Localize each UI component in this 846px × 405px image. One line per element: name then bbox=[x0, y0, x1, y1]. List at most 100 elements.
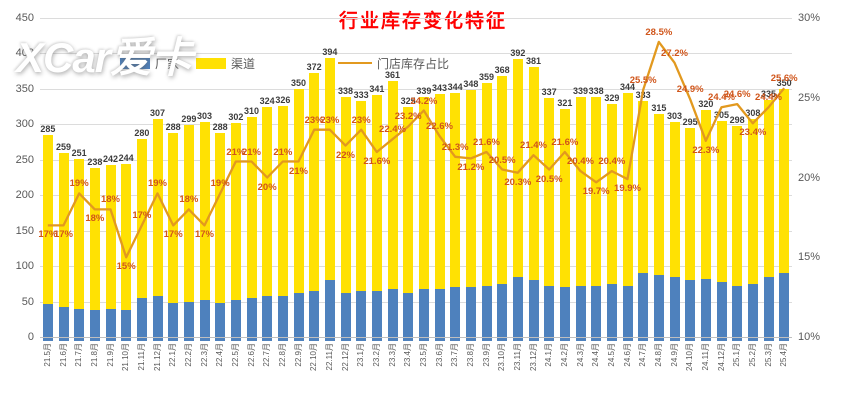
bar-segment-channel bbox=[575, 96, 586, 286]
bar-segment-manufacturer bbox=[700, 278, 711, 337]
bar-segment-channel bbox=[779, 88, 790, 274]
gridline bbox=[40, 195, 792, 197]
bar-segment-channel bbox=[763, 99, 774, 277]
bar-total-label: 359 bbox=[478, 71, 495, 82]
x-axis-tick bbox=[418, 338, 429, 341]
x-axis-tick bbox=[779, 338, 790, 341]
line-point-label: 25.6% bbox=[770, 73, 798, 85]
bar-total-label: 333 bbox=[353, 89, 369, 100]
x-axis-tick bbox=[356, 338, 367, 341]
x-axis-tick bbox=[262, 338, 273, 341]
bar-segment-manufacturer bbox=[669, 276, 680, 337]
y-axis-right-label: 15% bbox=[798, 251, 821, 264]
bar-segment-channel bbox=[622, 93, 633, 286]
line-point-label: 22% bbox=[335, 149, 355, 161]
x-axis-tick bbox=[732, 338, 743, 341]
x-axis-tick bbox=[340, 338, 351, 341]
bar-segment-manufacturer bbox=[121, 310, 132, 337]
bar-segment-manufacturer bbox=[622, 285, 633, 337]
bar-segment-channel bbox=[497, 76, 508, 284]
gridline bbox=[40, 266, 792, 268]
bar-segment-channel bbox=[747, 118, 758, 284]
bar-total-label: 392 bbox=[510, 48, 526, 59]
bar-segment-manufacturer bbox=[450, 287, 461, 337]
x-axis-tick bbox=[716, 338, 727, 341]
line-point-label: 19.7% bbox=[582, 186, 610, 198]
bar-total-label: 394 bbox=[322, 46, 338, 57]
line-point-label: 24.2% bbox=[410, 95, 438, 107]
bar-segment-channel bbox=[215, 132, 226, 303]
bar-total-label: 338 bbox=[337, 86, 354, 97]
bar-segment-manufacturer bbox=[653, 274, 664, 337]
gridline bbox=[40, 301, 792, 303]
x-axis-tick bbox=[747, 338, 758, 341]
line-point-label: 24.4% bbox=[708, 92, 735, 104]
bar-segment-channel bbox=[434, 93, 445, 289]
x-axis-tick bbox=[653, 338, 664, 341]
bar-segment-channel bbox=[371, 95, 382, 291]
x-axis-tick bbox=[309, 338, 320, 341]
bar-segment-manufacturer bbox=[528, 280, 539, 337]
x-axis-tick bbox=[89, 338, 100, 341]
bar-segment-channel bbox=[732, 125, 743, 286]
x-axis-tick bbox=[465, 338, 476, 341]
x-axis-tick bbox=[58, 338, 69, 341]
bar-segment-manufacturer bbox=[465, 287, 476, 337]
bar-segment-manufacturer bbox=[685, 280, 696, 337]
x-axis-tick bbox=[638, 338, 649, 341]
bar-total-label: 348 bbox=[463, 79, 479, 90]
channel-swatch-icon bbox=[196, 57, 226, 69]
line-point-label: 19.9% bbox=[614, 183, 641, 195]
x-axis-tick bbox=[42, 338, 53, 341]
bar-segment-channel bbox=[403, 106, 414, 294]
x-axis-tick bbox=[246, 338, 257, 341]
y-axis-left-label: 250 bbox=[15, 153, 34, 166]
x-axis-tick bbox=[559, 338, 570, 341]
bar-segment-manufacturer bbox=[246, 298, 257, 337]
bar-total-label: 350 bbox=[290, 77, 307, 88]
bar-total-label: 280 bbox=[134, 127, 150, 138]
y-axis-left-label: 100 bbox=[15, 260, 34, 273]
x-axis-tick bbox=[763, 338, 774, 341]
line-point-label: 20.5% bbox=[535, 173, 563, 185]
x-axis-tick bbox=[215, 338, 226, 341]
bar-segment-manufacturer bbox=[497, 283, 508, 337]
manufacturer-swatch-icon bbox=[120, 57, 150, 69]
x-axis-tick bbox=[74, 338, 85, 341]
line-point-label: 28.5% bbox=[645, 26, 673, 38]
line-point-label: 23.4% bbox=[739, 127, 767, 139]
x-axis-tick bbox=[293, 338, 304, 341]
bar-segment-manufacturer bbox=[763, 276, 774, 337]
y-axis-left-label: 50 bbox=[21, 295, 34, 308]
bar-total-label: 324 bbox=[259, 96, 275, 107]
bar-total-label: 344 bbox=[447, 82, 463, 93]
line-point-label: 17% bbox=[53, 229, 73, 241]
bar-total-label: 350 bbox=[776, 77, 792, 88]
bar-total-label: 259 bbox=[55, 142, 72, 153]
bar-total-label: 303 bbox=[196, 111, 213, 122]
line-point-label: 23% bbox=[320, 114, 340, 126]
y-axis-right-label: 10% bbox=[798, 331, 821, 343]
bar-segment-channel bbox=[528, 66, 539, 281]
bar-segment-manufacturer bbox=[293, 293, 304, 337]
bar-segment-manufacturer bbox=[199, 300, 210, 337]
bar-segment-channel bbox=[42, 134, 53, 304]
x-axis-tick bbox=[575, 338, 586, 341]
line-point-label: 21.3% bbox=[441, 141, 469, 153]
x-axis-tick bbox=[230, 338, 241, 341]
line-point-label: 21.4% bbox=[520, 140, 547, 152]
x-axis-tick bbox=[497, 338, 508, 341]
legend-item-manufacturer: 厂家 bbox=[120, 56, 179, 71]
bar-total-label: 298 bbox=[729, 114, 745, 125]
bar-total-label: 335 bbox=[760, 88, 777, 99]
bar-total-label: 303 bbox=[666, 111, 683, 122]
chart-title: 行业库存变化特征 bbox=[338, 11, 507, 32]
bar-total-label: 321 bbox=[557, 98, 573, 109]
x-axis-tick bbox=[512, 338, 523, 341]
bar-segment-manufacturer bbox=[324, 280, 335, 337]
line-point-label: 25.5% bbox=[629, 74, 657, 86]
bar-segment-manufacturer bbox=[105, 308, 116, 337]
line-point-label: 17% bbox=[163, 229, 183, 241]
line-point-label: 22.4% bbox=[379, 124, 406, 136]
